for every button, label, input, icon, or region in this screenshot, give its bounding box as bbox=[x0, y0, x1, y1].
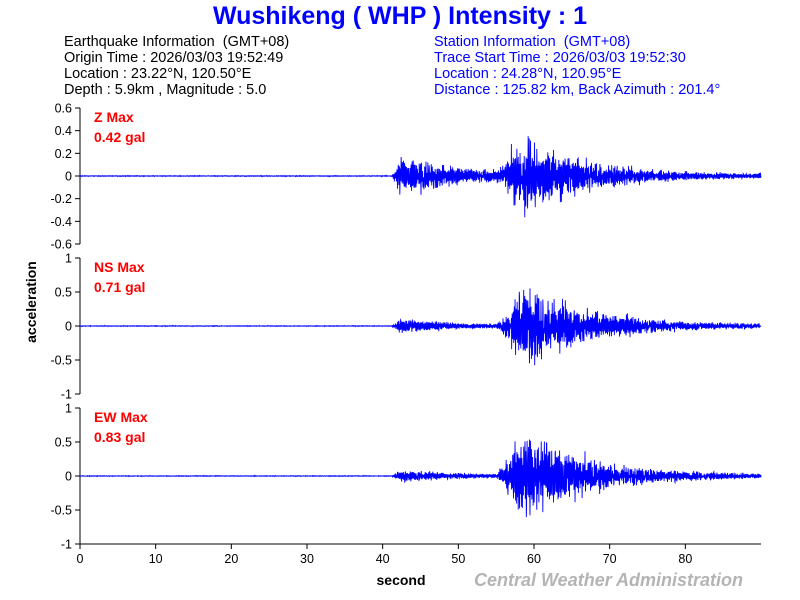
epicenter-location: Location : 23.22°N, 120.50°E bbox=[64, 66, 252, 82]
x-tick-label: 0 bbox=[77, 552, 84, 566]
y-tick-label: 1 bbox=[65, 252, 72, 266]
depth-magnitude: Depth : 5.9km , Magnitude : 5.0 bbox=[64, 82, 267, 98]
x-tick-label: 80 bbox=[678, 552, 692, 566]
y-tick-label: -0.2 bbox=[50, 192, 72, 206]
y-tick-label: 0.6 bbox=[55, 102, 72, 116]
max-label-ns: NS Max bbox=[94, 259, 145, 275]
waveform-trace-ew bbox=[79, 439, 762, 518]
y-tick-label: -0.5 bbox=[50, 504, 72, 518]
station-info: Station Information (GMT+08) Trace Start… bbox=[434, 34, 720, 98]
x-tick-label: 70 bbox=[603, 552, 617, 566]
x-tick-label: 40 bbox=[376, 552, 390, 566]
y-tick-label: -0.6 bbox=[50, 238, 72, 252]
max-value-z: 0.42 gal bbox=[94, 129, 145, 145]
y-tick-label: 0.2 bbox=[55, 147, 72, 161]
y-tick-label: 1 bbox=[65, 402, 72, 416]
x-tick-label: 20 bbox=[224, 552, 238, 566]
x-tick-label: 60 bbox=[527, 552, 541, 566]
station-location: Location : 24.28°N, 120.95°E bbox=[434, 66, 622, 82]
y-tick-label: 0 bbox=[65, 470, 72, 484]
y-tick-label: -0.5 bbox=[50, 354, 72, 368]
earthquake-info: Earthquake Information (GMT+08) Origin T… bbox=[64, 34, 289, 98]
y-tick-label: 0.5 bbox=[55, 286, 72, 300]
earthquake-info-heading: Earthquake Information (GMT+08) bbox=[64, 34, 290, 50]
station-info-heading: Station Information (GMT+08) bbox=[434, 34, 631, 50]
waveform-trace-z bbox=[79, 136, 762, 218]
y-tick-label: 0.5 bbox=[55, 436, 72, 450]
max-label-z: Z Max bbox=[94, 109, 134, 125]
y-axis-label: acceleration bbox=[23, 261, 39, 343]
y-tick-label: -0.4 bbox=[50, 215, 72, 229]
distance-azimuth: Distance : 125.82 km, Back Azimuth : 201… bbox=[434, 82, 721, 98]
y-tick-label: -1 bbox=[61, 388, 72, 402]
y-tick-label: 0 bbox=[65, 170, 72, 184]
y-tick-label: -1 bbox=[61, 538, 72, 552]
y-tick-label: 0 bbox=[65, 320, 72, 334]
x-axis-label: second bbox=[376, 572, 426, 588]
y-tick-label: 0.4 bbox=[55, 124, 72, 138]
agency-credit: Central Weather Administration bbox=[474, 570, 744, 590]
max-value-ew: 0.83 gal bbox=[94, 429, 145, 445]
trace-start-time: Trace Start Time : 2026/03/03 19:52:30 bbox=[434, 50, 686, 66]
x-tick-label: 10 bbox=[149, 552, 163, 566]
x-tick-label: 30 bbox=[300, 552, 314, 566]
waveform-trace-ns bbox=[79, 288, 762, 366]
x-tick-label: 50 bbox=[451, 552, 465, 566]
max-value-ns: 0.71 gal bbox=[94, 279, 145, 295]
page-title: Wushikeng ( WHP ) Intensity : 1 bbox=[212, 2, 588, 30]
max-label-ew: EW Max bbox=[94, 409, 148, 425]
origin-time: Origin Time : 2026/03/03 19:52:49 bbox=[64, 50, 284, 66]
